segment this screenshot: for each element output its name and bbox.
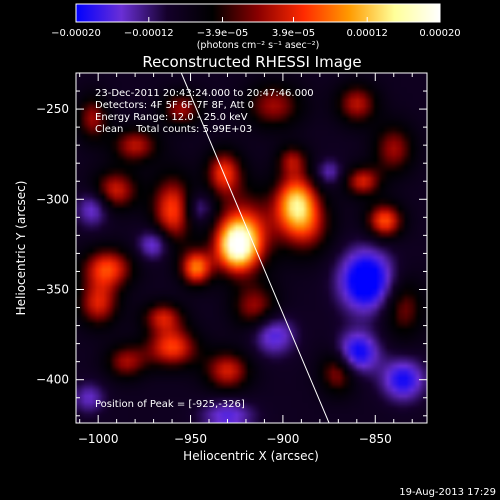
x-tick-label: −900 [266, 432, 299, 446]
y-tick-label: −350 [36, 282, 69, 296]
colorbar-tick-label: −0.00020 [51, 28, 101, 39]
annotation-total-counts: Clean Total counts: 5.99E+03 [95, 124, 252, 135]
footer-timestamp: 19-Aug-2013 17:29 [399, 487, 496, 498]
y-axis-label: Heliocentric Y (arcsec) [14, 181, 28, 316]
colorbar-tick-label: 3.9e−05 [272, 28, 315, 39]
chart-title: Reconstructed RHESSI Image [142, 53, 361, 71]
peak-position-label: Position of Peak = [-925,-326] [95, 399, 245, 410]
annotation-detectors: Detectors: 4F 5F 6F 7F 8F, Att 0 [95, 100, 254, 111]
y-tick-label: −400 [36, 373, 69, 387]
colorbar-ticks: −0.00020 −0.00012 −3.9e−05 3.9e−05 0.00012 0.… [51, 17, 461, 39]
x-tick-label: −950 [174, 432, 207, 446]
x-axis-label: Heliocentric X (arcsec) [183, 449, 319, 463]
x-tick-label: −850 [359, 432, 392, 446]
colorbar-tick-label: −3.9e−05 [197, 28, 249, 39]
annotation-block: 23-Dec-2011 20:43:24.000 to 20:47:46.000… [95, 88, 314, 410]
colorbar-tick-label: 0.00020 [419, 28, 460, 39]
annotation-time-range: 23-Dec-2011 20:43:24.000 to 20:47:46.000 [95, 88, 314, 99]
colorbar [75, 3, 441, 23]
colorbar-tick-label: −0.00012 [124, 28, 174, 39]
plot-frame [75, 72, 428, 424]
heatmap-image [76, 73, 427, 423]
x-tick-label: −1000 [78, 432, 119, 446]
annotation-energy-range: Energy Range: 12.0 - 25.0 keV [95, 112, 248, 123]
colorbar-unit-label: (photons cm⁻² s⁻¹ asec⁻²) [197, 40, 320, 51]
y-tick-label: −250 [36, 102, 69, 116]
y-tick-label: −300 [36, 192, 69, 206]
colorbar-tick-label: 0.00012 [347, 28, 388, 39]
axis-ticks: −1000 −950 −900 −850 −250 −300 −350 −400 [36, 72, 427, 446]
solar-limb-line [180, 73, 330, 423]
